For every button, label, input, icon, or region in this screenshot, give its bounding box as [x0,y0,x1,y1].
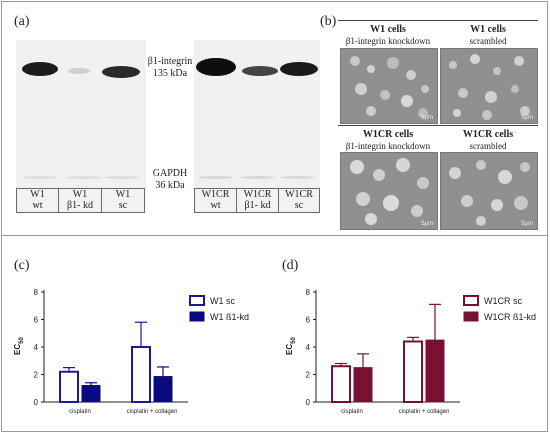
lane-label-line1: W1CR [285,189,313,200]
legend-swatch [189,295,205,306]
lane-label-line1: W1CR [201,189,230,200]
bar [153,376,173,403]
micrograph-w1-sc: 5μm [440,48,538,124]
micrograph-w1cr-sc: 5μm [440,152,538,230]
x-tick-label: cisplatin + collagen [399,409,450,415]
image-sub-w1cr-sc: scrambled [469,141,507,151]
y-tick-label: 8 [306,288,311,297]
legend-swatch [463,311,479,322]
micrograph-texture [350,56,429,118]
scale-bar-label: 5μm [421,221,433,227]
marker-beta1-integrin: β1-integrin [147,56,193,67]
y-tick-label: 4 [306,343,311,352]
image-title-w1cr-kd: W1CR cells [362,129,414,140]
lane-label-line2: β1- kd [244,200,271,211]
gapdh-band-w1-kd [66,176,102,179]
bar [403,340,423,403]
gapdh-band-w1cr-kd [240,176,276,179]
y-tick-label: 4 [34,343,39,352]
lane-label-line2: sc [118,200,128,211]
legend-label: W1 ß1-kd [210,312,249,322]
gapdh-band-w1-wt [22,176,58,179]
bar [81,385,101,403]
lane-label-w1cr-sc: W1CR sc [278,188,320,213]
top-rule [338,20,538,21]
y-tick-label: 6 [34,316,39,325]
scale-bar-label: 5μm [521,221,533,227]
x-tick-label: cisplatin + collagen [127,409,178,415]
chart-c: 0 2 4 6 8 EC50 cisplatin cisplatin + collagen W1… [13,288,249,415]
row-divider [1,235,548,236]
micrograph-texture [350,158,429,225]
image-sub-w1-kd: β1-integrin knockdown [345,36,431,46]
image-sub-w1cr-kd: β1-integrin knockdown [345,141,431,151]
y-tick-label: 6 [306,316,311,325]
western-blot-right [194,40,320,190]
y-tick-label: 0 [306,398,311,407]
bar [331,365,351,403]
scale-bar-label: 5μm [521,115,533,121]
micrograph-texture [449,160,530,226]
lane-label-line2: wt [32,200,43,211]
lane-label-line1: W1 [30,189,45,200]
y-axis-label: EC50 [285,337,297,355]
y-tick-label: 0 [34,398,39,407]
legend-swatch [189,311,205,322]
x-tick-label: cisplatin [341,409,363,415]
lane-label-w1-sc: W1 sc [101,188,145,213]
lane-label-w1cr-wt: W1CR wt [194,188,237,213]
image-sub-w1-sc: scrambled [469,36,507,46]
micrograph-w1-kd: 5μm [340,48,438,124]
legend-label: W1CR sc [484,296,522,306]
scale-bar-label: 5μm [421,115,433,121]
band-w1cr-wt [196,58,236,76]
lane-label-line2: β1- kd [67,200,93,211]
lane-label-line1: W1 [72,189,88,200]
band-w1-wt [22,62,58,76]
y-tick-label: 2 [34,371,39,380]
y-axis-label: EC50 [13,337,25,355]
western-blot-left [16,40,146,190]
lane-label-line1: W1 [115,189,131,200]
middle-rule [338,125,538,126]
image-title-w1cr-sc: W1CR cells [462,129,514,140]
marker-gapdh: GAPDH [152,168,188,179]
panel-c-tag: (c) [14,258,30,273]
micrograph-w1cr-kd: 5μm [340,152,438,230]
bar [59,370,79,403]
panel-d-tag: (d) [282,258,299,273]
y-tick-label: 8 [34,288,39,297]
x-tick-label: cisplatin [69,409,91,415]
y-tick-label: 2 [306,371,311,380]
lane-label-line2: sc [294,200,304,211]
legend-swatch [463,295,479,306]
band-w1cr-sc [280,62,318,76]
band-w1-kd [68,68,90,74]
marker-gapdh-kda: 36 kDa [155,180,185,191]
band-w1-sc [102,66,140,78]
lane-label-line1: W1CR [243,189,272,200]
lane-label-w1cr-kd: W1CR β1- kd [236,188,279,213]
bar [425,339,445,403]
panel-b-tag: (b) [320,14,337,29]
image-title-w1-kd: W1 cells [370,24,406,35]
legend-label: W1CR ß1-kd [484,312,536,322]
bar [353,367,373,403]
gapdh-band-w1-sc [104,176,140,179]
lane-label-line2: wt [210,200,221,211]
panel-a-tag: (a) [14,14,30,29]
image-title-w1-sc: W1 cells [470,24,506,35]
bar [131,346,151,403]
legend-label: W1 sc [210,296,236,306]
chart-d: 0 2 4 6 8 EC50 cisplatin cisplatin + collagen W1… [285,288,536,415]
lane-label-w1-kd: W1 β1- kd [58,188,102,213]
micrograph-texture [449,54,530,120]
lane-label-w1-wt: W1 wt [16,188,59,213]
marker-beta1-kda: 135 kDa [152,68,188,79]
gapdh-band-w1cr-sc [280,176,316,179]
band-w1cr-kd [242,66,278,76]
gapdh-band-w1cr-wt [198,176,234,179]
